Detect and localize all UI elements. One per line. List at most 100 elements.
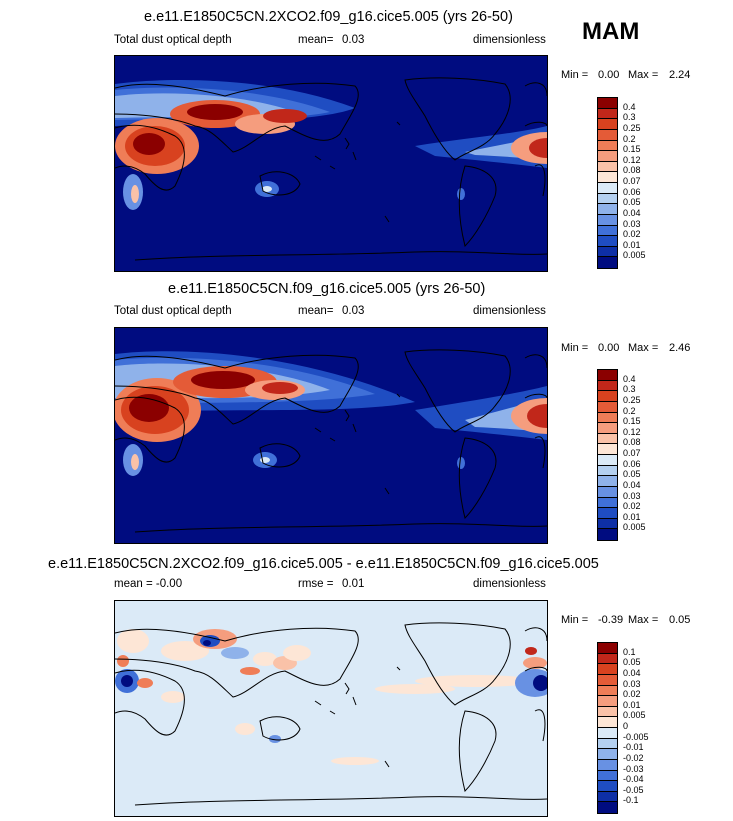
colorbar-segment (598, 172, 617, 183)
panel-1-colorbar (597, 97, 618, 269)
colorbar-segment (598, 108, 617, 120)
panel-1-units: dimensionless (473, 34, 546, 46)
colorbar-segment (598, 119, 617, 130)
colorbar-tick-label: 0 (623, 721, 629, 731)
colorbar-segment (598, 183, 617, 194)
colorbar-tick-label: 0.2 (623, 133, 636, 144)
colorbar-tick-label: 0.04 (623, 479, 641, 490)
colorbar-tick-label: 0.15 (623, 144, 641, 155)
colorbar-segment (598, 370, 617, 381)
colorbar-tick-label: 0.2 (623, 405, 636, 416)
panel-2-max-value: 2.46 (669, 342, 691, 354)
colorbar-segment (598, 465, 617, 477)
colorbar-tick-label: 0.3 (623, 112, 636, 123)
colorbar-segment (598, 140, 617, 152)
colorbar-segment (598, 791, 617, 803)
colorbar-segment (598, 225, 617, 237)
colorbar-segment (598, 728, 617, 739)
colorbar-tick-label: 0.05 (623, 197, 641, 208)
colorbar-segment (598, 674, 617, 686)
panel-3-mean-label: mean = -0.00 (114, 578, 183, 590)
colorbar-segment (598, 246, 617, 258)
panel-1-min-value: 0.00 (598, 69, 620, 81)
colorbar-tick-label: 0.01 (623, 239, 641, 250)
colorbar-segment (598, 518, 617, 530)
colorbar-segment (598, 433, 617, 445)
colorbar-segment (598, 476, 617, 487)
panel-1-min-label: Min = (561, 69, 589, 81)
colorbar-tick-label: 0.04 (623, 667, 641, 678)
colorbar-segment (598, 781, 617, 792)
panel-1-field-label: Total dust optical depth (114, 34, 232, 46)
panel-2-units: dimensionless (473, 305, 546, 317)
colorbar-segment (598, 151, 617, 162)
panel-3-units: dimensionless (473, 578, 546, 590)
panel-3-max-value: 0.05 (669, 614, 691, 626)
colorbar-segment (598, 391, 617, 402)
colorbar-tick-label: -0.02 (623, 752, 644, 763)
colorbar-tick-label: 0.1 (623, 646, 636, 657)
colorbar-tick-label: 0.03 (623, 218, 641, 229)
colorbar-segment (598, 444, 617, 455)
colorbar-tick-label: 0.06 (623, 458, 641, 469)
colorbar-segment (598, 508, 617, 519)
colorbar-tick-label: 0.02 (623, 689, 641, 700)
colorbar-segment (598, 529, 617, 540)
colorbar-segment (598, 257, 617, 268)
panel-1-max-value: 2.24 (669, 69, 691, 81)
season-label: MAM (582, 18, 640, 45)
colorbar-segment (598, 193, 617, 205)
panel-3-rmse-value: 0.01 (342, 578, 365, 590)
colorbar-tick-label: 0.01 (623, 699, 641, 710)
colorbar-segment (598, 214, 617, 226)
colorbar-tick-label: 0.05 (623, 657, 641, 668)
panel-3-map-field (115, 622, 547, 806)
colorbar-segment (598, 738, 617, 750)
panel-3-map (114, 600, 548, 817)
colorbar-tick-label: 0.02 (623, 501, 641, 512)
panel-2-min-value: 0.00 (598, 342, 620, 354)
colorbar-tick-label: -0.03 (623, 763, 644, 774)
colorbar-segment (598, 423, 617, 434)
colorbar-segment (598, 664, 617, 675)
colorbar-segment (598, 706, 617, 718)
colorbar-segment (598, 696, 617, 707)
colorbar-tick-label: 0.02 (623, 229, 641, 240)
colorbar-segment (598, 643, 617, 654)
colorbar-segment (598, 486, 617, 498)
panel-1-map-field (115, 77, 547, 261)
panel-1-map (114, 55, 548, 272)
colorbar-segment (598, 98, 617, 109)
panel-3-max-label: Max = (628, 614, 659, 626)
panel-3-rmse-label: rmse = (298, 578, 334, 590)
panel-2-colorbar (597, 369, 618, 541)
colorbar-tick-label: 0.05 (623, 469, 641, 480)
colorbar-segment (598, 749, 617, 760)
panel-3-min-value: -0.39 (598, 614, 624, 626)
colorbar-tick-label: 0.25 (623, 122, 641, 133)
panel-3-min-label: Min = (561, 614, 589, 626)
colorbar-segment (598, 204, 617, 215)
colorbar-tick-label: 0.08 (623, 165, 641, 176)
colorbar-segment (598, 685, 617, 697)
panel-2-mean-value: 0.03 (342, 305, 365, 317)
colorbar-tick-label: 0.25 (623, 394, 641, 405)
colorbar-tick-label: 0.07 (623, 176, 641, 186)
colorbar-tick-label: 0.12 (623, 154, 641, 165)
colorbar-tick-label: -0.01 (623, 742, 644, 753)
colorbar-tick-label: -0.005 (623, 731, 649, 742)
panel-1-max-label: Max = (628, 69, 659, 81)
colorbar-tick-label: 0.4 (623, 373, 636, 384)
colorbar-tick-label: 0.12 (623, 426, 641, 437)
panel-2-map (114, 327, 548, 544)
colorbar-segment (598, 497, 617, 509)
panel-1-mean-label: mean= (298, 34, 334, 46)
colorbar-tick-label: 0.04 (623, 207, 641, 218)
colorbar-segment (598, 455, 617, 466)
colorbar-tick-label: 0.005 (623, 710, 646, 721)
colorbar-tick-label: 0.4 (623, 101, 636, 112)
colorbar-tick-label: 0.03 (623, 678, 641, 689)
colorbar-segment (598, 129, 617, 141)
colorbar-segment (598, 412, 617, 424)
panel-3-colorbar (597, 642, 618, 814)
